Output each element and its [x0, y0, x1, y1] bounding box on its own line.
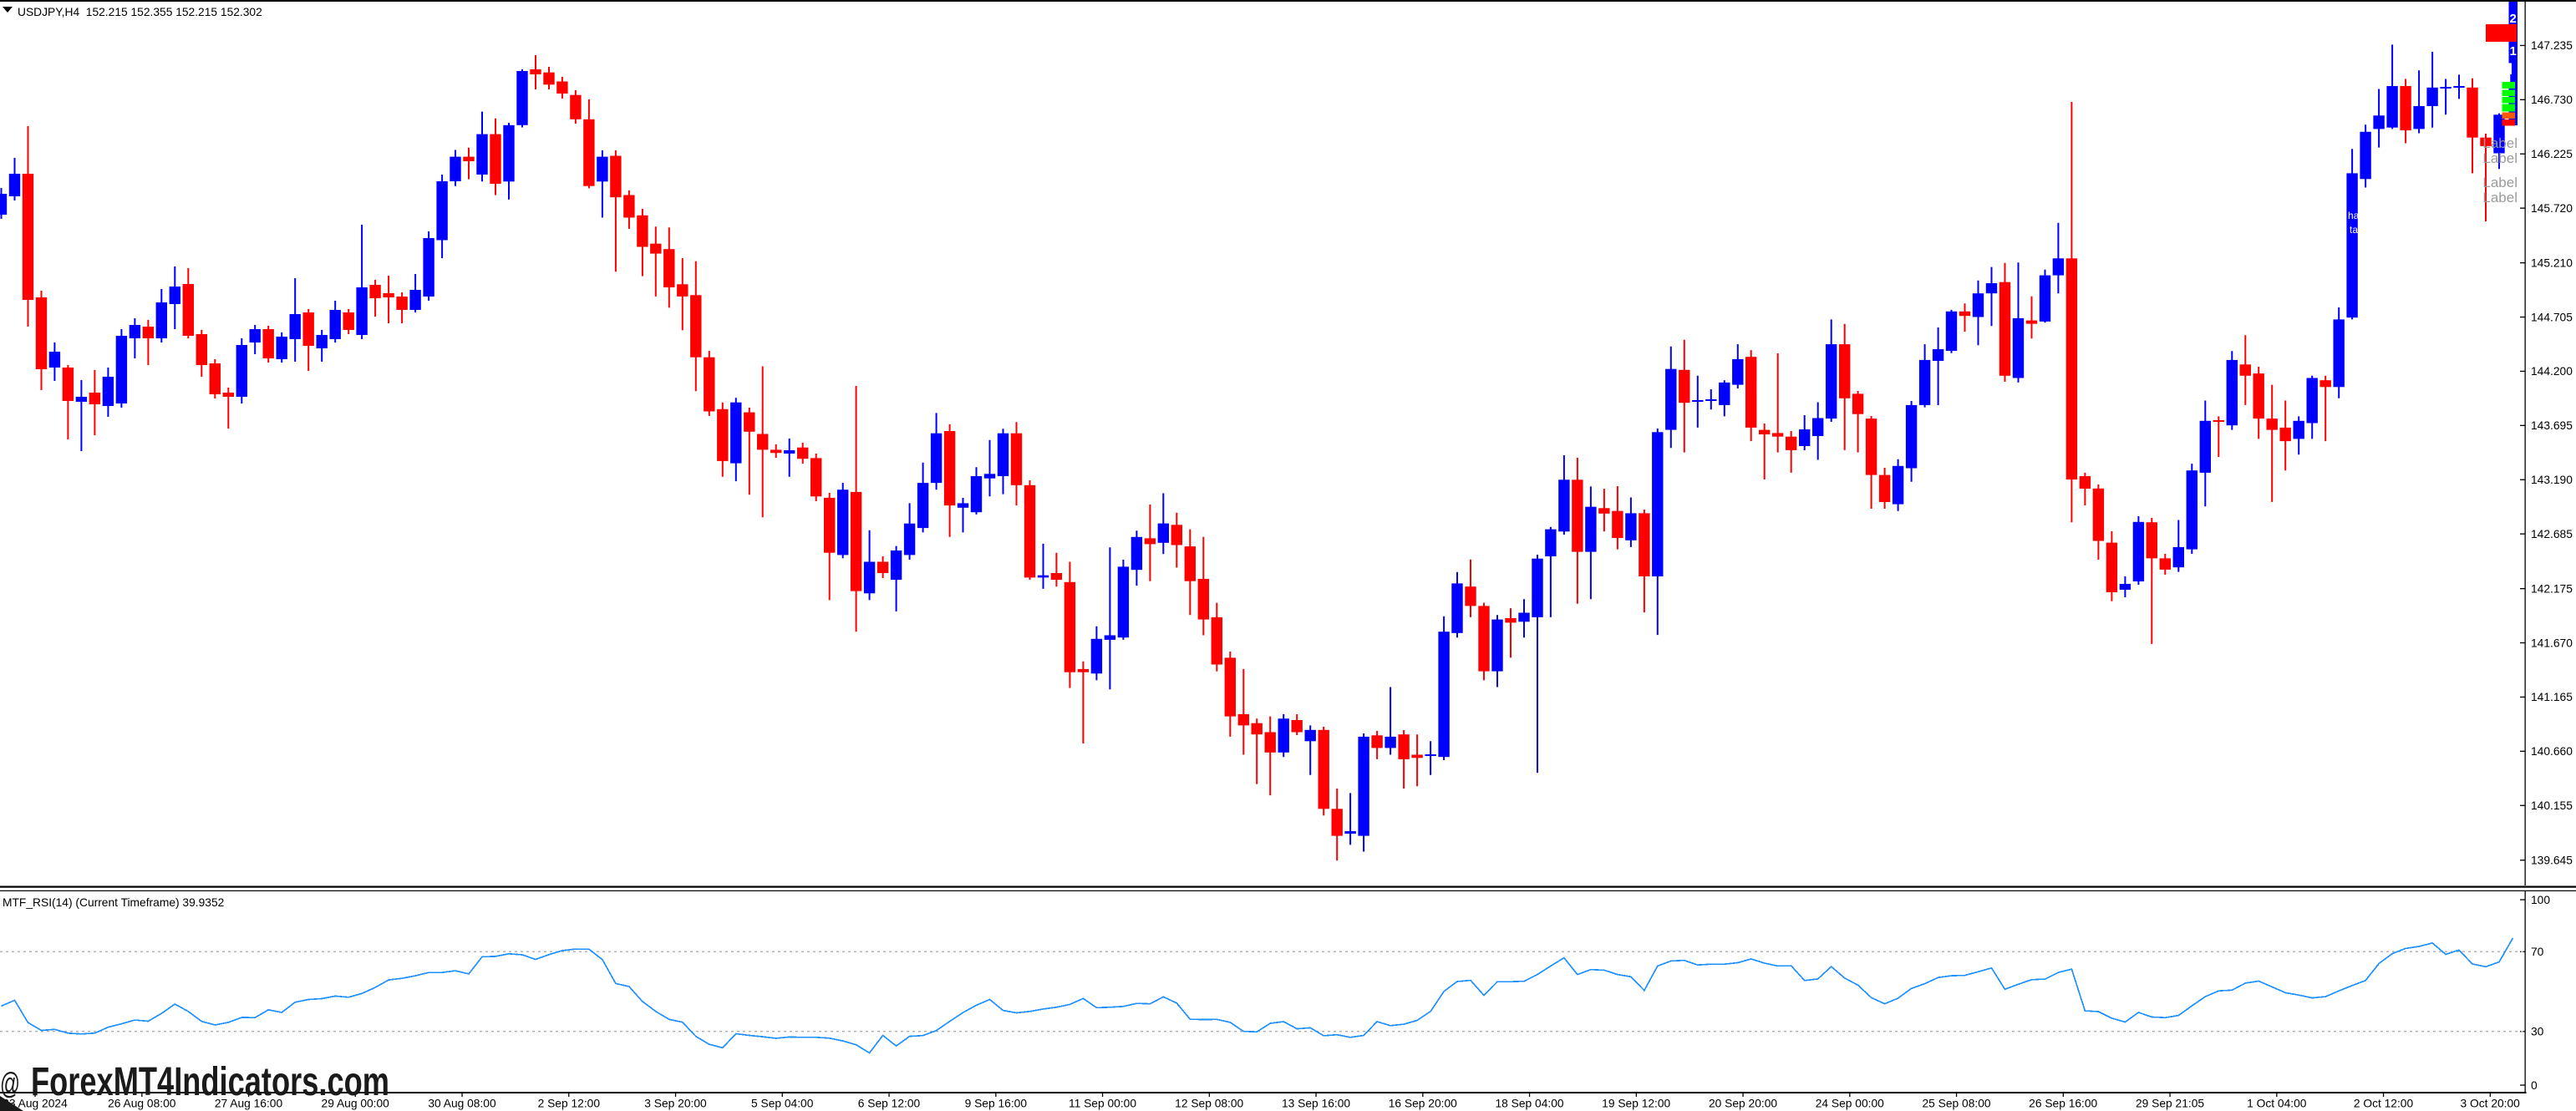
svg-text:143.190: 143.190 [2531, 474, 2573, 486]
svg-text:Label: Label [2482, 175, 2518, 190]
svg-text:24 Sep 00:00: 24 Sep 00:00 [1816, 1098, 1884, 1110]
svg-text:144.200: 144.200 [2531, 365, 2573, 378]
svg-text:145.720: 145.720 [2531, 202, 2573, 215]
svg-text:19 Sep 12:00: 19 Sep 12:00 [1602, 1098, 1670, 1110]
svg-text:139.645: 139.645 [2531, 855, 2573, 867]
svg-text:20 Sep 20:00: 20 Sep 20:00 [1709, 1098, 1777, 1110]
svg-text:144.705: 144.705 [2531, 311, 2573, 323]
svg-text:11 Sep 00:00: 11 Sep 00:00 [1069, 1098, 1136, 1110]
svg-text:Label: Label [2482, 150, 2518, 166]
svg-text:3 Oct 20:00: 3 Oct 20:00 [2461, 1098, 2521, 1110]
svg-text:0: 0 [2531, 1079, 2538, 1092]
svg-text:ha: ha [2348, 210, 2360, 221]
svg-text:Label: Label [2482, 135, 2518, 151]
svg-text:140.660: 140.660 [2531, 745, 2573, 758]
svg-text:25 Sep 08:00: 25 Sep 08:00 [1922, 1098, 1990, 1110]
svg-text:Label: Label [2482, 190, 2518, 205]
svg-text:141.165: 141.165 [2531, 691, 2573, 703]
svg-text:@: @ [0, 1066, 20, 1100]
svg-text:2 Oct 12:00: 2 Oct 12:00 [2354, 1098, 2414, 1110]
svg-text:6 Sep 12:00: 6 Sep 12:00 [858, 1098, 921, 1110]
svg-text:29 Aug 00:00: 29 Aug 00:00 [322, 1098, 390, 1110]
svg-text:12 Sep 08:00: 12 Sep 08:00 [1175, 1098, 1243, 1110]
svg-text:9 Sep 16:00: 9 Sep 16:00 [965, 1098, 1028, 1110]
svg-text:MTF_RSI(14) (Current Timeframe: MTF_RSI(14) (Current Timeframe) 39.9352 [3, 896, 224, 909]
svg-text:141.670: 141.670 [2531, 637, 2573, 649]
svg-text:146.225: 146.225 [2531, 148, 2573, 160]
svg-text:142.685: 142.685 [2531, 528, 2573, 540]
svg-text:26 Sep 16:00: 26 Sep 16:00 [2029, 1098, 2097, 1110]
svg-text:1: 1 [2510, 44, 2517, 58]
svg-text:29 Sep 21:05: 29 Sep 21:05 [2136, 1098, 2204, 1110]
svg-text:3 Sep 20:00: 3 Sep 20:00 [644, 1098, 707, 1110]
svg-text:100: 100 [2531, 894, 2550, 906]
svg-text:27 Aug 16:00: 27 Aug 16:00 [215, 1098, 283, 1110]
svg-text:1 Oct 04:00: 1 Oct 04:00 [2247, 1098, 2307, 1110]
svg-text:70: 70 [2531, 946, 2544, 958]
svg-text:5 Sep 04:00: 5 Sep 04:00 [751, 1098, 814, 1110]
svg-text:ta: ta [2350, 224, 2358, 236]
svg-text:30 Aug 08:00: 30 Aug 08:00 [428, 1098, 496, 1110]
svg-text:16 Sep 20:00: 16 Sep 20:00 [1389, 1098, 1457, 1110]
svg-text:23 Aug 2024: 23 Aug 2024 [3, 1098, 68, 1110]
svg-text:147.235: 147.235 [2531, 39, 2573, 52]
svg-text:146.730: 146.730 [2531, 94, 2573, 106]
svg-text:30: 30 [2531, 1026, 2544, 1038]
svg-text:140.155: 140.155 [2531, 799, 2573, 812]
svg-text:2: 2 [2510, 12, 2517, 26]
svg-text:145.210: 145.210 [2531, 256, 2573, 269]
svg-text:ForexMT4Indicators.com: ForexMT4Indicators.com [31, 1060, 389, 1104]
svg-text:2 Sep 12:00: 2 Sep 12:00 [538, 1098, 601, 1110]
svg-text:143.695: 143.695 [2531, 419, 2573, 432]
svg-text:142.175: 142.175 [2531, 582, 2573, 595]
svg-text:USDJPY,H4 152.215 152.355 152: USDJPY,H4 152.215 152.355 152.215 152.30… [18, 6, 262, 18]
svg-text:13 Sep 16:00: 13 Sep 16:00 [1282, 1098, 1350, 1110]
svg-text:26 Aug 08:00: 26 Aug 08:00 [108, 1098, 176, 1110]
svg-text:18 Sep 04:00: 18 Sep 04:00 [1495, 1098, 1563, 1110]
